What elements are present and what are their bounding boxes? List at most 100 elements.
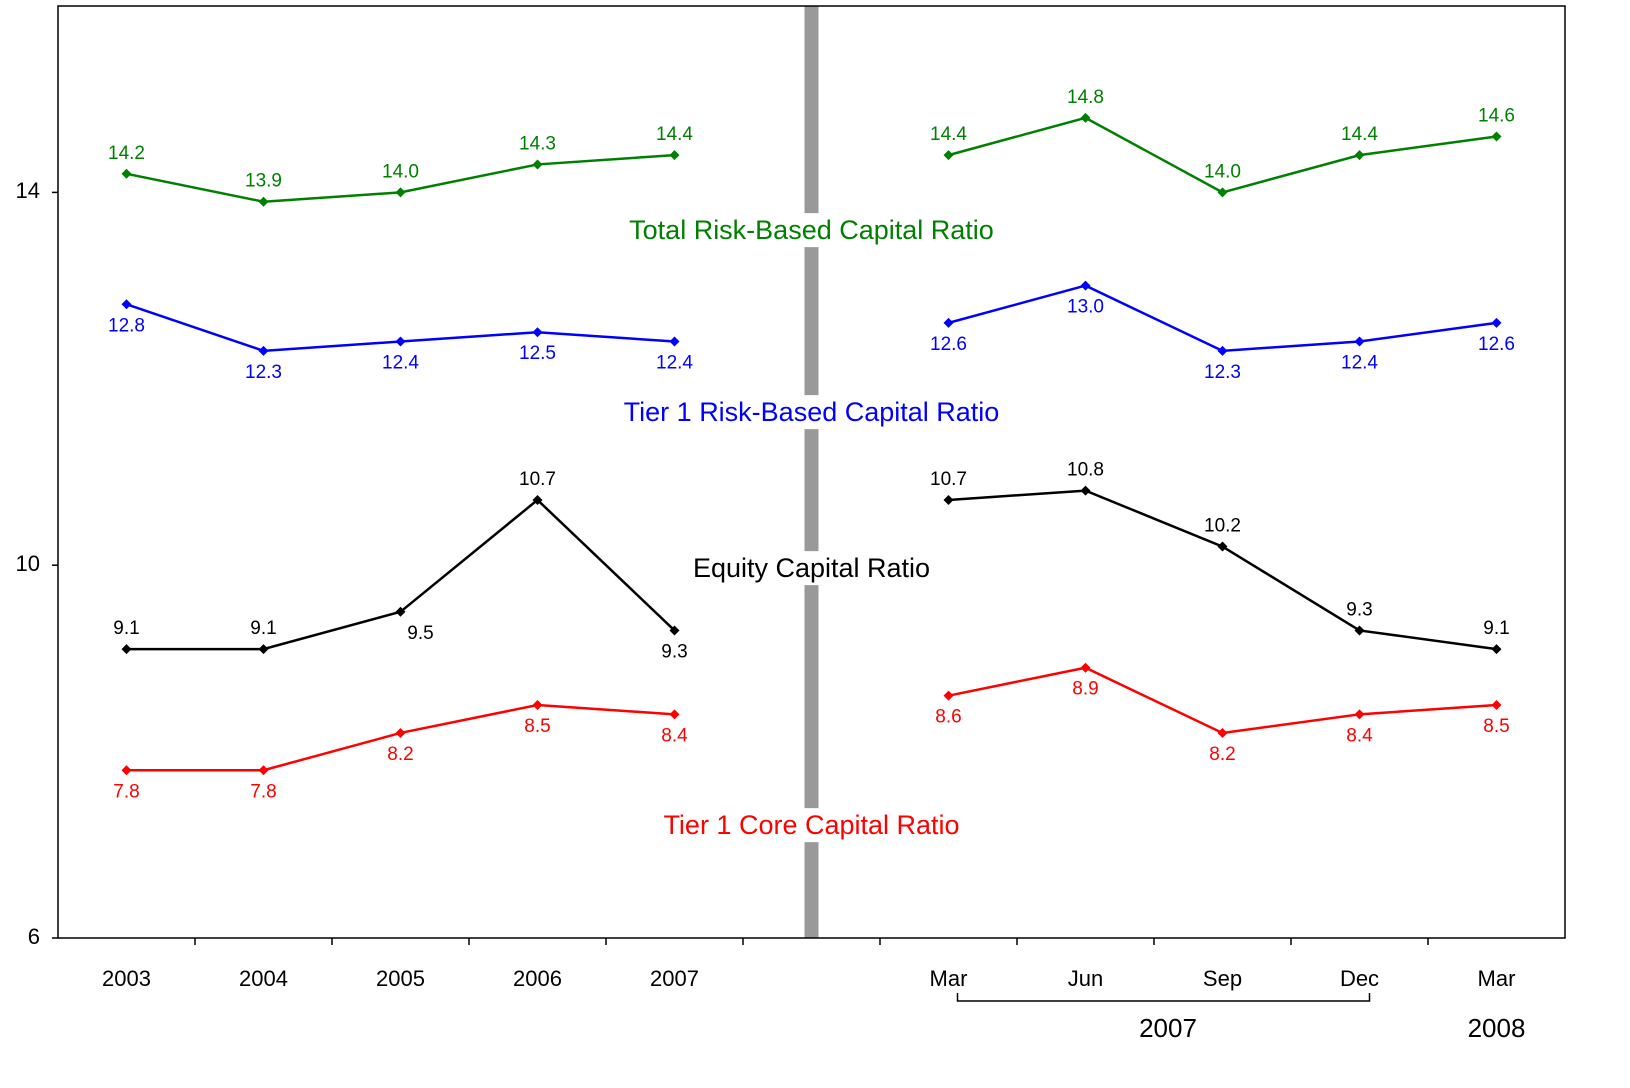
data-label: 14.4: [930, 124, 967, 145]
marker: [1080, 662, 1091, 673]
data-label: 14.2: [108, 143, 145, 164]
marker: [669, 709, 680, 720]
marker: [669, 625, 680, 636]
marker: [943, 494, 954, 505]
group-label: 2007: [1139, 1013, 1197, 1043]
y-tick-label: 10: [16, 551, 40, 576]
marker: [1217, 187, 1228, 198]
marker: [1080, 485, 1091, 496]
data-label: 8.5: [524, 716, 550, 737]
marker: [1491, 700, 1502, 710]
series-name-bg: [659, 808, 964, 843]
data-label: 12.6: [930, 334, 967, 355]
data-label: 9.5: [407, 623, 433, 644]
marker: [1080, 112, 1091, 123]
x-tick-label: 2003: [102, 966, 151, 991]
data-label: 14.3: [519, 133, 556, 154]
marker: [1354, 709, 1365, 720]
marker: [121, 765, 132, 776]
data-label: 14.6: [1478, 105, 1515, 126]
marker: [669, 150, 680, 161]
data-label: 12.3: [1204, 362, 1241, 383]
series-name: Tier 1 Risk-Based Capital Ratio: [624, 397, 1000, 427]
x-tick-label: Mar: [930, 966, 968, 991]
marker: [943, 150, 954, 161]
marker: [532, 494, 543, 505]
series-name-bg: [625, 213, 998, 248]
marker: [395, 336, 406, 347]
marker: [121, 644, 132, 655]
marker: [669, 336, 680, 347]
data-label: 8.4: [1346, 725, 1373, 746]
marker: [395, 606, 406, 617]
x-tick-label: 2006: [513, 966, 562, 991]
marker: [1217, 541, 1228, 552]
data-label: 14.4: [1341, 124, 1378, 145]
marker: [1354, 150, 1365, 161]
marker: [258, 644, 269, 655]
data-label: 14.0: [382, 161, 419, 182]
data-label: 9.3: [661, 641, 687, 662]
marker: [258, 196, 269, 207]
y-tick-label: 14: [16, 178, 40, 203]
group-bracket: [956, 993, 1371, 1002]
x-tick-label: 2007: [650, 966, 699, 991]
data-label: 7.8: [113, 781, 139, 802]
marker: [258, 765, 269, 776]
marker: [258, 345, 269, 356]
marker: [1491, 131, 1502, 142]
data-label: 12.5: [519, 343, 556, 364]
data-label: 9.1: [250, 618, 276, 639]
data-label: 8.4: [661, 725, 688, 746]
data-label: 10.2: [1204, 516, 1241, 537]
marker: [121, 168, 132, 179]
marker: [395, 187, 406, 198]
data-label: 12.3: [245, 362, 282, 383]
x-tick-label: Mar: [1478, 966, 1516, 991]
marker: [1217, 727, 1228, 738]
data-label: 8.9: [1072, 679, 1098, 700]
marker: [1354, 625, 1365, 636]
data-label: 8.2: [387, 744, 413, 765]
marker: [121, 299, 132, 310]
x-tick-label: 2004: [239, 966, 288, 991]
data-label: 14.0: [1204, 161, 1241, 182]
series-name: Tier 1 Core Capital Ratio: [663, 810, 959, 840]
plot-frame: [57, 5, 1566, 939]
x-tick-label: Jun: [1068, 966, 1103, 991]
data-label: 12.4: [1341, 353, 1378, 374]
x-tick-label: Dec: [1340, 966, 1379, 991]
data-label: 14.8: [1067, 87, 1104, 108]
data-label: 9.1: [113, 618, 139, 639]
marker: [532, 327, 543, 338]
marker: [1080, 280, 1091, 291]
x-tick-label: 2005: [376, 966, 425, 991]
marker: [532, 159, 543, 170]
data-label: 8.6: [935, 707, 961, 728]
data-label: 14.4: [656, 124, 693, 145]
series-name-bg: [619, 395, 1004, 430]
data-label: 8.2: [1209, 744, 1235, 765]
data-label: 9.1: [1483, 618, 1509, 639]
series-name: Total Risk-Based Capital Ratio: [629, 215, 994, 245]
data-label: 12.8: [108, 315, 145, 336]
data-label: 10.7: [930, 469, 967, 490]
data-label: 10.7: [519, 469, 556, 490]
data-label: 8.5: [1483, 716, 1509, 737]
data-label: 9.3: [1346, 599, 1372, 620]
data-label: 12.4: [656, 353, 693, 374]
marker: [943, 690, 954, 701]
separator: [804, 6, 819, 938]
marker: [532, 700, 543, 710]
data-label: 13.9: [245, 171, 282, 192]
marker: [1491, 644, 1502, 655]
data-label: 10.8: [1067, 460, 1104, 481]
data-label: 7.8: [250, 781, 276, 802]
data-label: 12.6: [1478, 334, 1515, 355]
marker: [1491, 317, 1502, 328]
x-tick-label: Sep: [1203, 966, 1242, 991]
marker: [395, 727, 406, 738]
series-name-bg: [688, 551, 935, 586]
marker: [1217, 345, 1228, 356]
